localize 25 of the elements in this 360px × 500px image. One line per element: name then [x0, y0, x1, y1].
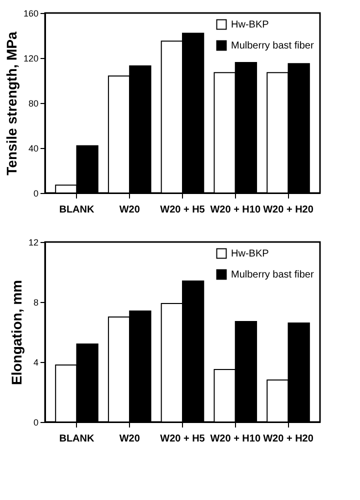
x-tick-label: W20 + H5 — [160, 204, 206, 216]
x-tick-label: W20 + H10 — [210, 204, 261, 216]
legend-label: Mulberry bast fiber — [231, 40, 314, 52]
y-tick-label: 40 — [28, 144, 38, 154]
y-tick-label: 120 — [23, 54, 38, 64]
x-tick-label: W20 + H20 — [263, 434, 314, 444]
y-tick-label: 80 — [28, 98, 38, 108]
y-axis-title: Tensile strength, MPa — [3, 31, 20, 176]
x-tick-label: W20 — [119, 434, 140, 444]
x-tick-label: BLANK — [59, 204, 96, 216]
y-tick-label: 4 — [33, 358, 38, 368]
legend-label: Mulberry bast fiber — [231, 270, 314, 280]
y-tick-label: 160 — [23, 8, 38, 18]
y-tick-label: 12 — [28, 238, 38, 248]
x-tick-label: W20 — [119, 204, 140, 216]
x-tick-label: W20 + H20 — [263, 204, 314, 216]
y-tick-label: 0 — [33, 188, 38, 198]
legend-label: Hw-BKP — [231, 20, 270, 30]
y-tick-label: 8 — [33, 298, 38, 308]
legend-label: Hw-BKP — [231, 248, 270, 260]
x-tick-label: W20 + H5 — [160, 434, 206, 444]
x-tick-label: W20 + H10 — [210, 434, 261, 444]
y-axis-title: Elongation, mm — [8, 280, 24, 385]
y-tick-label: 0 — [33, 418, 38, 428]
x-tick-label: BLANK — [59, 434, 96, 444]
